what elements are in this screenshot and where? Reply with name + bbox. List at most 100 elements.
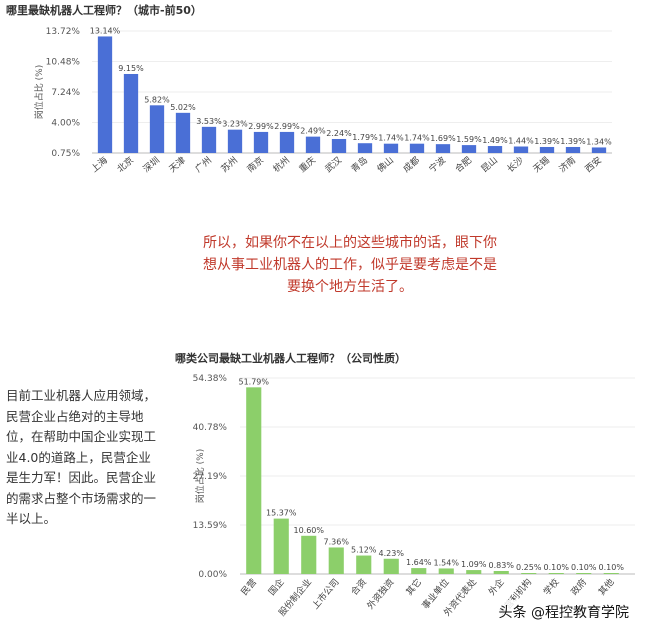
watermark: 头条 @程控教育学院 — [493, 600, 635, 624]
bar — [329, 547, 344, 574]
data-label: 2.99% — [274, 122, 300, 131]
bar — [306, 137, 320, 153]
city-bar-chart: 13.72% 10.48% 7.24% 4.00% 0.75% 岗位占比 (%) 13.14… — [0, 0, 655, 200]
data-label: 1.74% — [404, 134, 430, 143]
bar — [576, 573, 591, 574]
y-tick-label: 54.38% — [193, 374, 228, 384]
bar — [494, 571, 509, 574]
bar — [202, 127, 216, 153]
data-label: 0.83% — [489, 561, 515, 570]
category-label: 广州 — [192, 154, 214, 175]
category-label: 重庆 — [296, 154, 318, 175]
data-label: 2.99% — [248, 122, 274, 131]
data-label: 3.53% — [196, 117, 222, 126]
bar — [246, 387, 261, 574]
data-label: 1.59% — [456, 135, 482, 144]
data-label: 1.44% — [508, 137, 534, 146]
data-label: 1.09% — [461, 560, 487, 569]
bar — [356, 556, 371, 574]
data-label: 2.24% — [326, 129, 352, 138]
y-tick-label: 10.48% — [46, 58, 81, 68]
bar — [301, 536, 316, 574]
data-label: 13.14% — [90, 26, 121, 35]
data-label: 1.39% — [560, 137, 586, 146]
category-label: 国企 — [266, 576, 287, 598]
data-label: 4.23% — [379, 549, 405, 558]
y-tick-label: 40.78% — [193, 423, 228, 433]
bar — [150, 105, 164, 153]
bar — [592, 147, 606, 153]
bar — [604, 573, 619, 574]
category-label: 民营 — [238, 576, 259, 598]
bar — [228, 130, 242, 153]
category-label: 学校 — [541, 576, 562, 598]
data-label: 0.10% — [544, 563, 570, 572]
data-label: 1.54% — [434, 558, 460, 567]
bar — [124, 74, 138, 153]
category-label: 上海 — [88, 154, 110, 175]
category-label: 武汉 — [322, 154, 344, 175]
data-label: 0.10% — [571, 563, 597, 572]
bar — [436, 144, 450, 153]
bar — [410, 144, 424, 153]
bar — [514, 147, 528, 153]
bar — [274, 519, 289, 574]
data-label: 3.23% — [222, 120, 248, 129]
bar — [280, 132, 294, 153]
category-label: 成都 — [400, 154, 422, 175]
data-label: 15.37% — [266, 509, 297, 518]
bar — [384, 559, 399, 574]
data-label: 2.49% — [300, 127, 326, 136]
y-tick-label: 13.59% — [193, 521, 228, 531]
data-label: 5.82% — [144, 95, 170, 104]
y-axis-label: 岗位占比 (%) — [194, 449, 206, 503]
bar — [411, 568, 426, 574]
category-label: 外资独资 — [364, 576, 396, 611]
category-label: 长沙 — [504, 154, 526, 175]
data-label: 0.10% — [599, 563, 625, 572]
data-label: 1.64% — [406, 558, 432, 567]
category-label: 苏州 — [218, 154, 240, 175]
category-label: 北京 — [114, 154, 136, 175]
bar — [488, 146, 502, 153]
category-label: 外企 — [486, 576, 507, 598]
category-label: 无锡 — [531, 155, 552, 175]
y-tick-label: 0.00% — [198, 570, 227, 580]
y-tick-label: 0.75% — [51, 149, 80, 159]
data-label: 7.36% — [324, 537, 350, 546]
y-tick-label: 13.72% — [46, 27, 81, 37]
category-label: 青岛 — [348, 154, 370, 175]
bar — [98, 36, 112, 153]
data-label: 9.15% — [118, 64, 144, 73]
bar — [549, 573, 564, 574]
category-label: 深圳 — [141, 155, 162, 175]
bar — [462, 145, 476, 153]
category-label: 天津 — [167, 155, 188, 175]
bar — [176, 113, 190, 153]
company-chart-panel: 哪类公司最缺工业机器人工程师？（公司性质） 54.38% 40.78% 27.19%… — [165, 340, 655, 638]
bar — [466, 570, 481, 574]
category-label: 其他 — [596, 576, 617, 598]
data-label: 5.02% — [170, 103, 196, 112]
data-label: 1.34% — [586, 137, 612, 146]
category-label: 宁波 — [426, 154, 448, 175]
category-label: 佛山 — [374, 154, 396, 175]
y-tick-label: 7.24% — [51, 88, 80, 98]
category-label: 南京 — [244, 154, 266, 175]
bar — [566, 147, 580, 153]
bar — [384, 144, 398, 153]
data-label: 10.60% — [293, 526, 324, 535]
category-label: 其它 — [403, 576, 424, 598]
data-label: 1.69% — [430, 134, 456, 143]
data-label: 1.39% — [534, 137, 560, 146]
bar — [254, 132, 268, 153]
data-label: 0.25% — [516, 563, 542, 572]
bar — [358, 143, 372, 153]
caption-text: 所以，如果你不在以上的这些城市的话，眼下你想从事工业机器人的工作，似乎是要考虑是… — [200, 232, 500, 298]
bar — [540, 147, 554, 153]
bar — [332, 139, 346, 153]
category-label: 西安 — [582, 154, 604, 175]
data-label: 1.79% — [352, 133, 378, 142]
data-label: 51.79% — [238, 377, 269, 386]
data-label: 5.12% — [351, 546, 377, 555]
